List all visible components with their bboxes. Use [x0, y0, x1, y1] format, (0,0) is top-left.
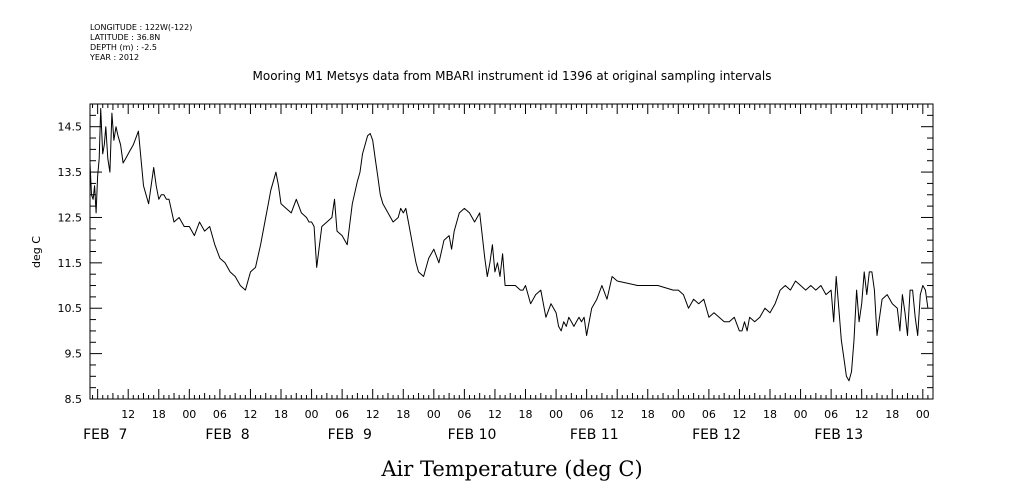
x-tick-label: 12 [732, 408, 746, 421]
y-tick-label: 10.5 [58, 302, 83, 315]
x-tick-label: 12 [121, 408, 135, 421]
x-axis: 12 18 00 06 12 18 00 06 12 18 00 06 12 18 00 06 12 18 00 06… [83, 104, 934, 443]
x-tick-label: 18 [274, 408, 288, 421]
date-label: FEB 13 [814, 427, 863, 443]
x-tick-label: 18 [152, 408, 166, 421]
x-tick-label: 00 [794, 408, 808, 421]
latitude-text: LATITUDE : 36.8N [90, 33, 160, 42]
x-tick-label: 12 [610, 408, 624, 421]
x-tick-label: 06 [702, 408, 716, 421]
y-tick-label: 14.5 [58, 121, 83, 134]
x-tick-label: 06 [824, 408, 838, 421]
plot-frame [89, 103, 934, 400]
x-tick-label: 00 [916, 408, 930, 421]
x-tick-label: 12 [243, 408, 257, 421]
x-tick-label: 06 [457, 408, 471, 421]
y-axis-label: deg C [30, 236, 43, 268]
y-tick-label: 13.5 [58, 166, 83, 179]
date-label: FEB 12 [692, 427, 741, 443]
date-label: FEB 10 [448, 427, 497, 443]
temperature-series-line [89, 108, 929, 382]
x-tick-label: 06 [335, 408, 349, 421]
x-tick-label: 12 [855, 408, 869, 421]
x-tick-label: 18 [763, 408, 777, 421]
y-axis: 8.5 9.5 10.5 11.5 12.5 13.5 14.5 [58, 103, 933, 406]
year-text: YEAR : 2012 [89, 53, 139, 62]
x-tick-label: 00 [427, 408, 441, 421]
x-tick-label: 18 [641, 408, 655, 421]
longitude-text: LONGITUDE : 122W(-122) [90, 23, 192, 32]
x-tick-label: 12 [366, 408, 380, 421]
y-tick-label: 8.5 [65, 393, 83, 406]
date-label: FEB 11 [570, 427, 619, 443]
date-label: FEB 7 [83, 427, 127, 443]
x-tick-label: 06 [213, 408, 227, 421]
chart-title: Mooring M1 Metsys data from MBARI instru… [253, 69, 772, 83]
x-tick-label: 00 [305, 408, 319, 421]
date-label: FEB 9 [328, 427, 372, 443]
series-group [89, 108, 929, 382]
y-tick-label: 12.5 [58, 211, 83, 224]
x-tick-label: 00 [182, 408, 196, 421]
x-tick-label: 12 [488, 408, 502, 421]
x-tick-label: 00 [671, 408, 685, 421]
x-tick-label: 18 [519, 408, 533, 421]
depth-text: DEPTH (m) : -2.5 [90, 43, 157, 52]
y-tick-label: 9.5 [65, 348, 83, 361]
x-tick-label: 00 [549, 408, 563, 421]
x-axis-title: Air Temperature (deg C) [380, 457, 642, 481]
y-tick-label: 11.5 [58, 257, 83, 270]
date-label: FEB 8 [205, 427, 249, 443]
x-tick-label: 18 [396, 408, 410, 421]
x-tick-label: 06 [580, 408, 594, 421]
x-tick-label: 18 [885, 408, 899, 421]
